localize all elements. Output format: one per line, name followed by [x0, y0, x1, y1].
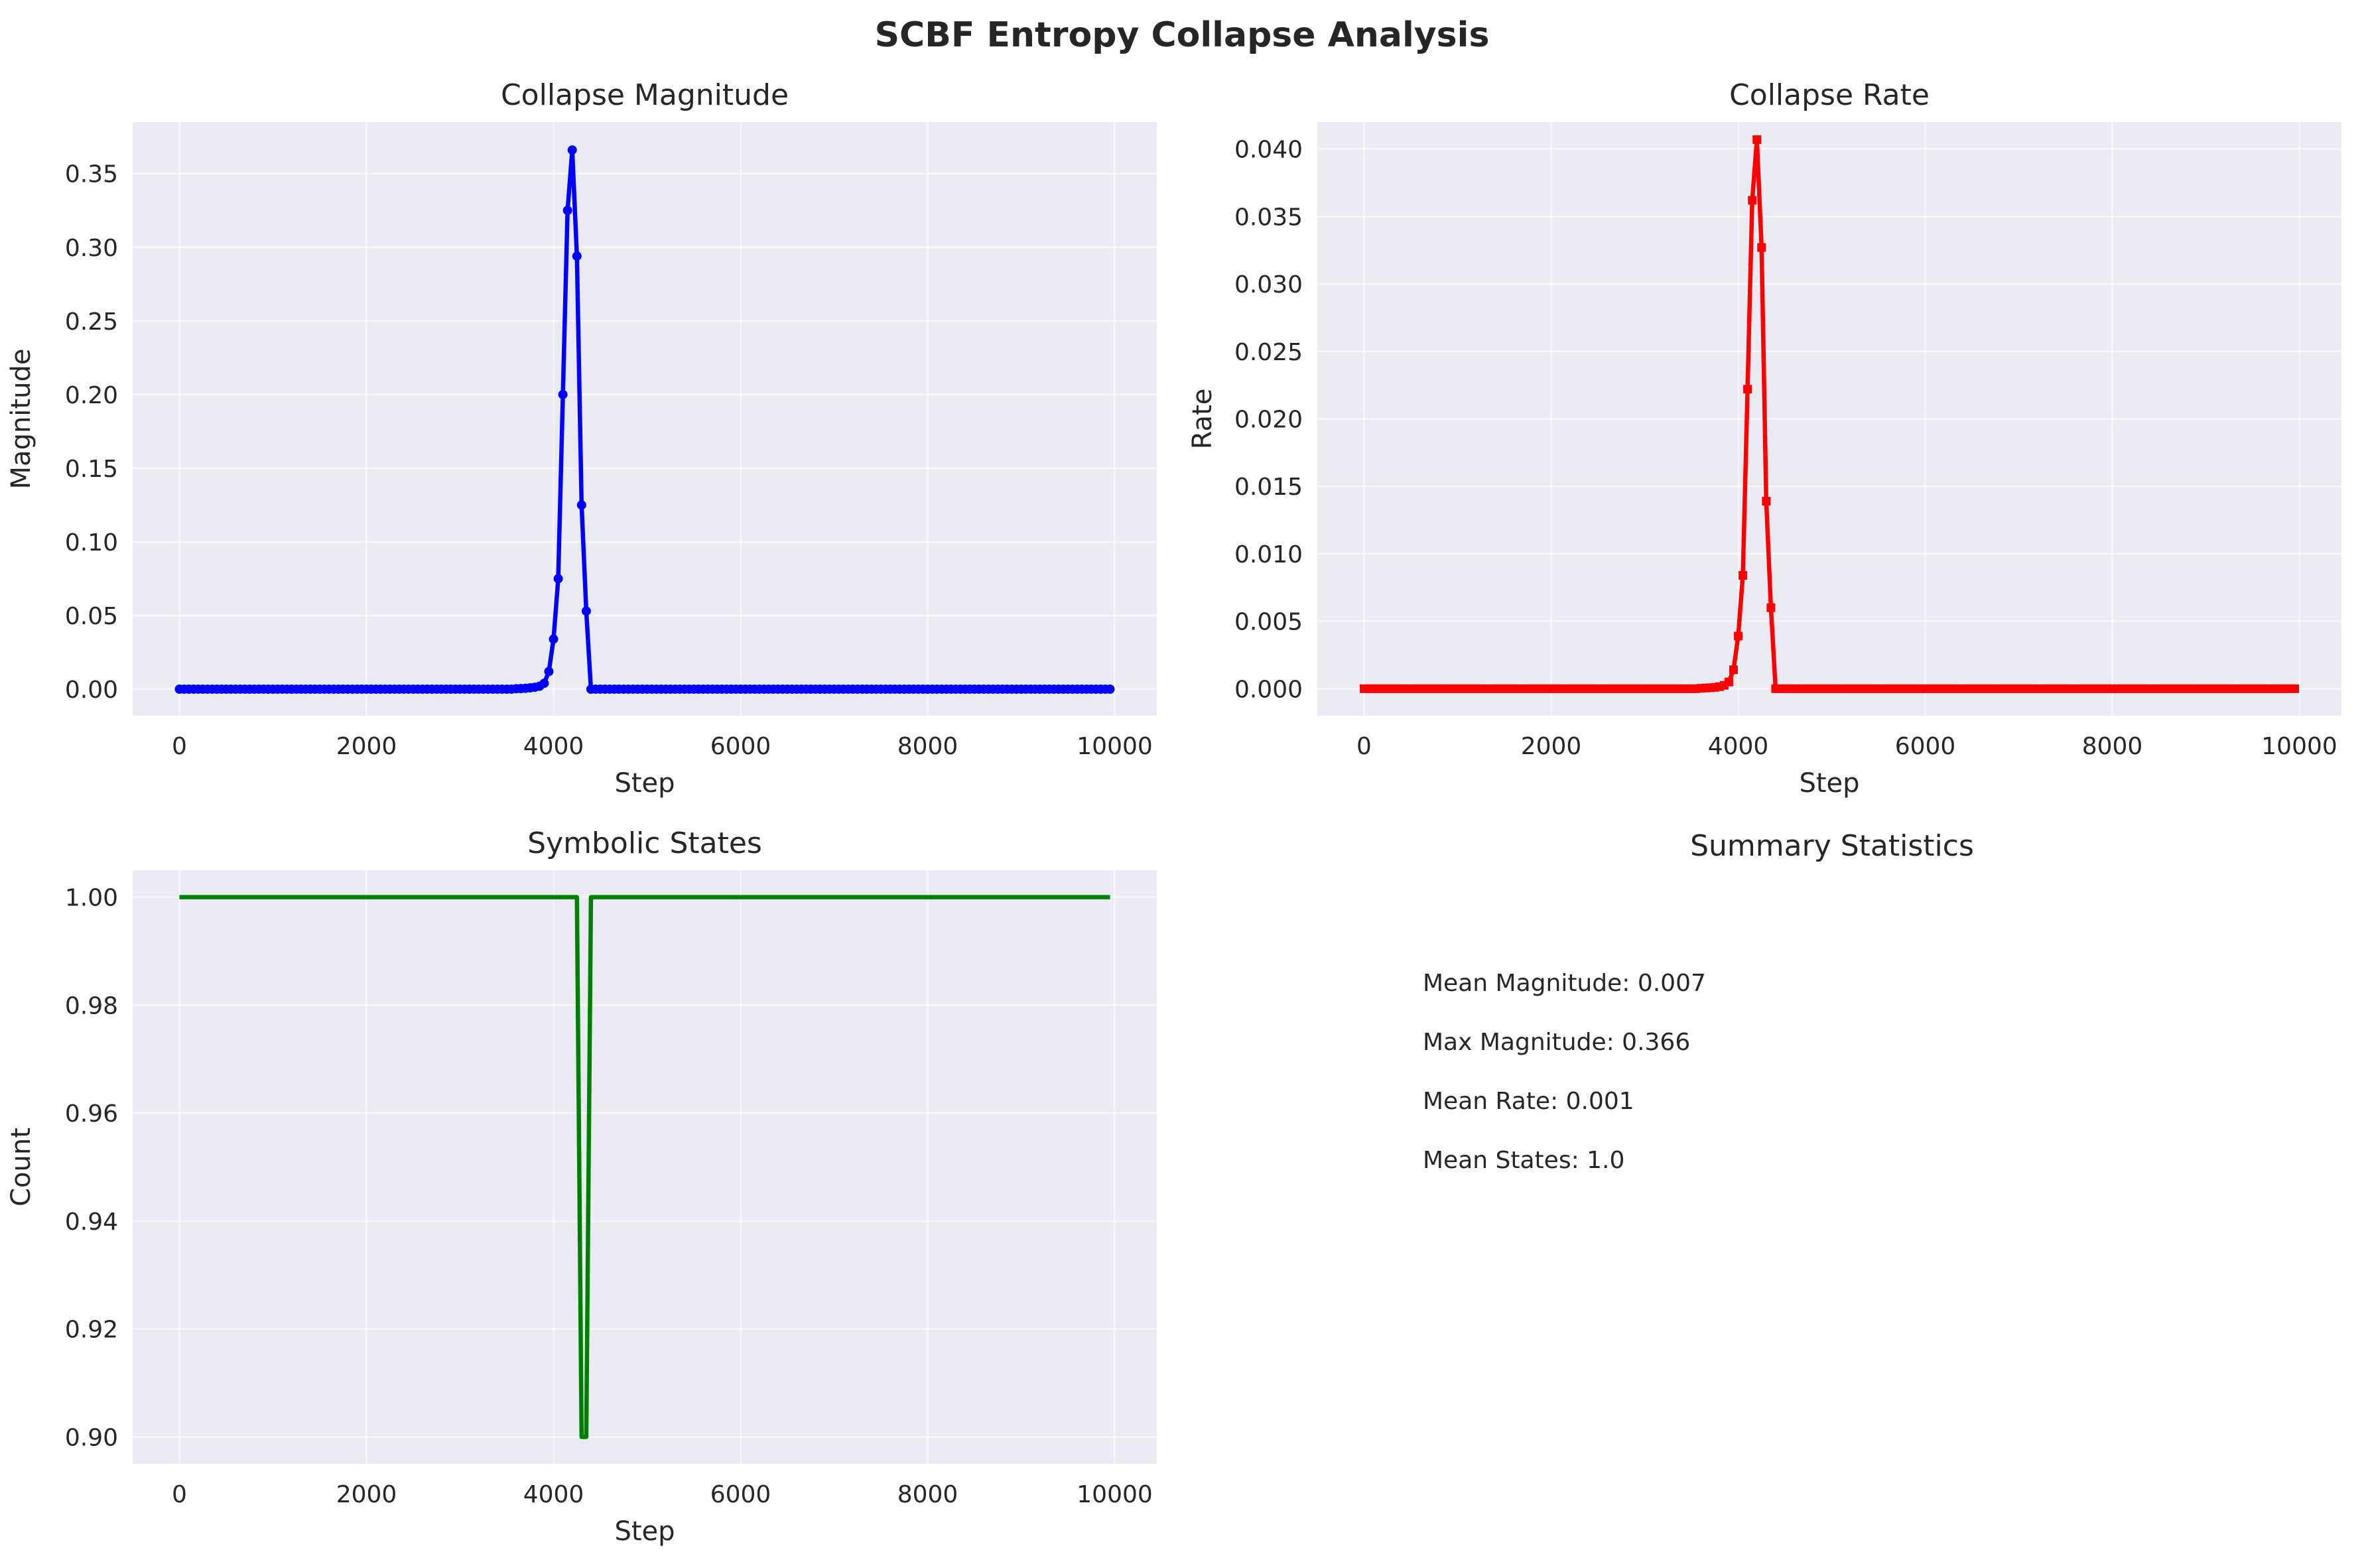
data-point	[1729, 665, 1738, 675]
x-tick-label: 8000	[2082, 733, 2143, 760]
summary-line-mean-states: Mean States: 1.0	[1423, 1147, 1624, 1174]
x-tick-label: 0	[172, 1481, 187, 1508]
data-point	[553, 574, 563, 584]
y-axis-label: Magnitude	[6, 349, 36, 490]
x-axis-label: Step	[614, 768, 675, 799]
data-point	[1757, 243, 1766, 252]
data-point	[558, 389, 568, 399]
summary-line-mean-rate: Mean Rate: 0.001	[1423, 1088, 1634, 1115]
x-tick-label: 10000	[1077, 733, 1153, 760]
series-line	[179, 895, 1110, 1439]
x-tick-label: 10000	[2261, 733, 2337, 760]
y-tick-label: 0.96	[65, 1100, 118, 1128]
y-tick-label: 0.025	[1234, 339, 1303, 366]
y-tick-label: 1.00	[65, 885, 118, 912]
y-tick-label: 0.015	[1234, 474, 1303, 501]
data-point	[572, 251, 582, 261]
y-tick-label: 0.30	[65, 235, 118, 262]
data-point	[576, 500, 586, 510]
chart-symbolic-states: 0 2000 4000 6000 8000 10000 0.90 0.92 0.94 0.96 0.…	[6, 826, 1157, 1547]
y-axis-label: Rate	[1187, 389, 1218, 450]
plot-area	[133, 870, 1157, 1464]
chart-title: Collapse Rate	[1729, 78, 1930, 112]
x-tick-label: 6000	[710, 733, 771, 760]
y-tick-label: 0.25	[65, 308, 118, 336]
y-tick-label: 0.005	[1234, 609, 1303, 636]
data-point	[2290, 684, 2299, 693]
y-tick-label: 0.010	[1234, 541, 1303, 568]
y-tick-label: 0.98	[65, 992, 118, 1019]
summary-title: Summary Statistics	[1690, 829, 1974, 863]
y-tick-label: 0.20	[65, 382, 118, 409]
x-tick-label: 0	[1356, 733, 1372, 760]
x-tick-label: 0	[172, 733, 187, 760]
x-tick-label: 8000	[897, 1481, 958, 1508]
data-point	[544, 667, 554, 677]
x-tick-label: 2000	[1521, 733, 1582, 760]
data-point	[1105, 685, 1115, 694]
x-tick-label: 4000	[523, 733, 584, 760]
y-tick-label: 0.00	[65, 677, 118, 704]
summary-line-mean-magnitude: Mean Magnitude: 0.007	[1423, 970, 1706, 997]
data-point	[1762, 497, 1771, 506]
y-tick-label: 0.030	[1234, 271, 1303, 298]
data-point	[1724, 677, 1733, 686]
data-point	[539, 679, 549, 688]
summary-statistics-panel: Summary Statistics Mean Magnitude: 0.007…	[1423, 829, 1974, 1174]
y-tick-label: 0.92	[65, 1317, 118, 1344]
data-point	[581, 606, 591, 616]
data-point	[549, 634, 558, 644]
y-tick-label: 0.000	[1234, 676, 1303, 703]
chart-collapse-rate: 0 2000 4000 6000 8000 10000 0.000 0.005 0.010 0.0…	[1187, 78, 2341, 799]
x-tick-label: 6000	[710, 1481, 771, 1508]
chart-title: Collapse Magnitude	[501, 78, 789, 112]
data-point	[1739, 570, 1748, 580]
x-tick-label: 6000	[1895, 733, 1956, 760]
y-axis-label: Count	[6, 1128, 36, 1207]
x-tick-label: 2000	[336, 733, 397, 760]
data-point	[1752, 135, 1762, 144]
summary-line-max-magnitude: Max Magnitude: 0.366	[1423, 1029, 1690, 1056]
x-tick-label: 4000	[1708, 733, 1769, 760]
x-axis-label: Step	[614, 1516, 675, 1547]
plot-area	[133, 122, 1157, 716]
x-tick-label: 8000	[897, 733, 958, 760]
x-tick-label: 4000	[523, 1481, 584, 1508]
y-tick-label: 0.040	[1234, 137, 1303, 164]
data-point	[1748, 196, 1757, 205]
data-point	[567, 145, 577, 155]
data-point	[1766, 603, 1776, 612]
data-point	[1743, 385, 1752, 394]
x-tick-label: 2000	[336, 1481, 397, 1508]
y-tick-label: 0.035	[1234, 204, 1303, 231]
data-point	[1734, 631, 1743, 641]
y-tick-label: 0.05	[65, 603, 118, 630]
y-tick-label: 0.10	[65, 529, 118, 556]
y-tick-label: 0.020	[1234, 407, 1303, 434]
y-tick-label: 0.35	[65, 161, 118, 188]
chart-title: Symbolic States	[527, 826, 762, 860]
y-tick-label: 0.90	[65, 1424, 118, 1451]
y-tick-label: 0.15	[65, 456, 118, 483]
x-axis-label: Step	[1799, 768, 1859, 799]
chart-collapse-magnitude: 0 2000 4000 6000 8000 10000 0.00 0.05 0.10 0.15 0.…	[6, 78, 1157, 799]
figure-title: SCBF Entropy Collapse Analysis	[875, 15, 1490, 55]
y-tick-label: 0.94	[65, 1209, 118, 1236]
data-point	[562, 206, 572, 216]
x-tick-label: 10000	[1077, 1481, 1153, 1508]
